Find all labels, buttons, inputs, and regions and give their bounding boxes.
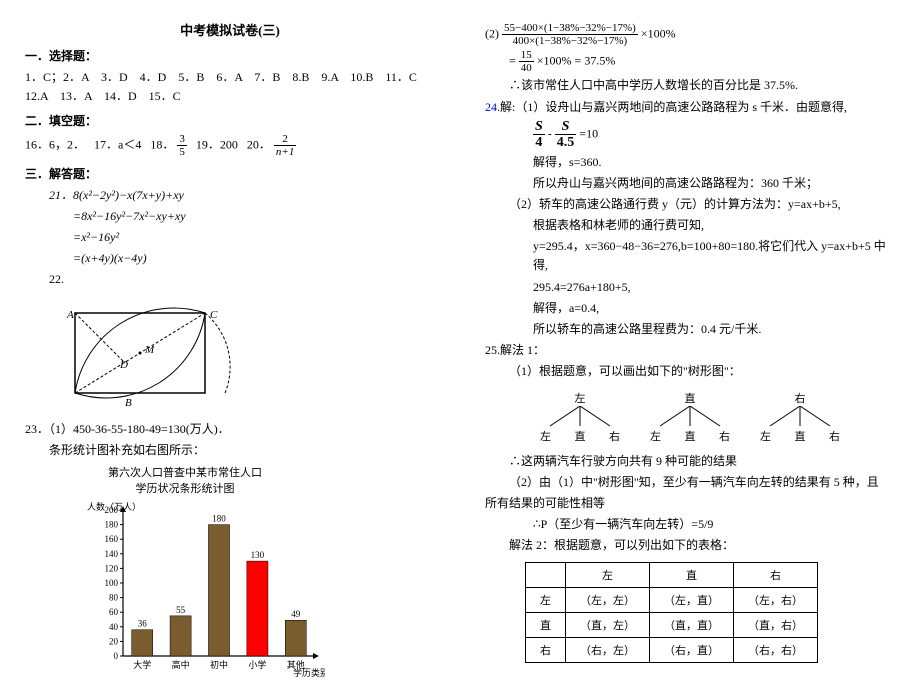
geo-label-b: B [125, 397, 132, 408]
geo-label-d: D [119, 359, 128, 371]
chart-title: 第六次人口普查中某市常住人口 学历状况条形统计图 [85, 464, 285, 496]
tree-2: 直 左 直 右 [650, 390, 730, 444]
svg-text:0: 0 [114, 651, 119, 661]
q24-frac2: S 4.5 [555, 119, 577, 151]
q19: 19．200 [196, 138, 238, 152]
svg-text:55: 55 [176, 605, 186, 615]
q23-line1: 23．（1）450-36-55-180-49=130(万人)． [25, 420, 435, 439]
section1-answers: 1．C；2．A 3．D 4．D 5．B 6．A 7．B 8.B 9.A 10.B… [25, 68, 435, 106]
th-blank [526, 562, 566, 587]
fill-blank-row: 16．6，2． 17．a＜4 18． 3 5 19．200 20． 2 n+1 [25, 133, 435, 158]
q21-line4: =(x+4y)(x−4y) [73, 249, 435, 268]
q23-2-fraction: 55−400×(1−38%−32%−17%) 400×(1−38%−32%−17… [502, 22, 638, 47]
svg-text:40: 40 [109, 622, 119, 632]
svg-text:130: 130 [251, 550, 265, 560]
q24-2d: 295.4=276a+180+5, [533, 278, 895, 297]
th-straight: 直 [650, 562, 734, 587]
table-row: 右 （右，左） （右，直） （右，右） [526, 637, 818, 662]
q24-2e: 解得，a=0.4, [533, 299, 895, 318]
q23-2-eq: = 15 40 ×100% = 37.5% [509, 49, 895, 74]
svg-text:小学: 小学 [248, 659, 266, 670]
q23-2-fraction2: 15 40 [519, 49, 534, 74]
svg-text:160: 160 [105, 534, 119, 544]
table-row: 左 （左，左） （左，直） （左，右） [526, 587, 818, 612]
q25-method2: 解法 2：根据题意，可以列出如下的表格： [509, 536, 895, 555]
left-column: 中考模拟试卷(三) 一．选择题： 1．C；2．A 3．D 4．D 5．B 6．A… [0, 0, 460, 637]
svg-text:大学: 大学 [133, 659, 151, 670]
geo-label-c: C [210, 309, 218, 321]
geometry-figure: A C B D M [65, 298, 435, 412]
svg-text:初中: 初中 [210, 659, 228, 670]
geo-label-m: M [144, 344, 155, 356]
geometry-svg: A C B D M [65, 298, 235, 408]
q23-2-expr: (2) 55−400×(1−38%−32%−17%) 400×(1−38%−32… [485, 22, 895, 47]
q25-line1: （1）根据题意，可以画出如下的"树形图"： [509, 362, 895, 381]
q23-2-conclusion: ∴该市常住人口中高中学历人数增长的百分比是 37.5%. [509, 76, 895, 95]
tree-3: 右 左 直 右 [760, 390, 840, 444]
q24-solve1: 解得，s=360. [533, 153, 895, 172]
q24-lead: 24.解:（1）设舟山与嘉兴两地间的高速公路路程为 s 千米．由题意得, [485, 98, 895, 117]
tree-diagram-row: 左 左 直 右 直 左 直 右 右 [525, 390, 855, 444]
q18-label: 18． [150, 138, 174, 152]
q22-label: 22. [49, 270, 435, 289]
th-left: 左 [566, 562, 650, 587]
q21-line1: 21．8(x²−2y²)−x(7x+y)+xy [49, 186, 435, 205]
q24-2f: 所以轿车的高速公路里程费为：0.4 元/千米. [533, 320, 895, 339]
svg-text:人数（万人）: 人数（万人） [87, 501, 141, 512]
page: 中考模拟试卷(三) 一．选择题： 1．C；2．A 3．D 4．D 5．B 6．A… [0, 0, 920, 637]
svg-text:高中: 高中 [172, 659, 190, 670]
q24-2a: （2）轿车的高速公路通行费 y（元）的计算方法为：y=ax+b+5, [509, 195, 895, 214]
q23-line2: 条形统计图补充如右图所示： [49, 441, 435, 460]
q25-part2-2: 所有结果的可能性相等 [485, 494, 895, 513]
q21-line3: =x²−16y² [73, 228, 435, 247]
svg-text:20: 20 [109, 636, 119, 646]
svg-text:180: 180 [212, 513, 226, 523]
section3-header: 三．解答题： [25, 165, 435, 182]
right-column: (2) 55−400×(1−38%−32%−17%) 400×(1−38%−32… [460, 0, 920, 637]
probability-table: 左 直 右 左 （左，左） （左，直） （左，右） 直 （直，左） （直，直） … [525, 562, 818, 663]
q25-conclusion1: ∴这两辆汽车行驶方向共有 9 种可能的结果 [509, 452, 895, 471]
svg-text:49: 49 [291, 609, 301, 619]
section2-header: 二．填空题： [25, 112, 435, 129]
q25-part2-1: （2）由（1）中"树形图"知，至少有一辆汽车向左转的结果有 5 种，且 [509, 473, 895, 492]
geo-label-a: A [66, 309, 74, 321]
q24-2b: 根据表格和林老师的通行费可知, [533, 216, 895, 235]
paper-title: 中考模拟试卷(三) [25, 20, 435, 39]
q25-prob: ∴P（至少有一辆汽车向左转）=5/9 [533, 515, 895, 534]
q25-header: 25.解法 1： [485, 341, 895, 360]
q24-2c: y=295.4，x=360−48−36=276,b=100+80=180.将它们… [533, 237, 895, 275]
svg-text:120: 120 [105, 563, 119, 573]
q24-eq: S 4 - S 4.5 =10 [533, 119, 895, 151]
q20-fraction: 2 n+1 [274, 133, 296, 158]
svg-text:其他: 其他 [287, 659, 305, 670]
section1-header: 一．选择题： [25, 47, 435, 64]
q16: 16．6，2． [25, 138, 85, 152]
svg-text:100: 100 [105, 578, 119, 588]
q24-frac1: S 4 [533, 119, 545, 151]
svg-text:140: 140 [105, 549, 119, 559]
bar-chart-svg: 020406080100120140160180200人数（万人）学历类别36大… [85, 500, 325, 680]
q24-solve2: 所以舟山与嘉兴两地间的高速公路路程为：360 千米； [533, 174, 895, 193]
svg-text:180: 180 [105, 519, 119, 529]
svg-text:80: 80 [109, 592, 119, 602]
q18-fraction: 3 5 [177, 133, 187, 158]
table-row: 直 （直，左） （直，直） （直，右） [526, 612, 818, 637]
svg-text:36: 36 [138, 619, 148, 629]
tree-1: 左 左 直 右 [540, 390, 620, 444]
th-right: 右 [734, 562, 818, 587]
svg-text:60: 60 [109, 607, 119, 617]
q17: 17．a＜4 [94, 138, 141, 152]
bar-chart: 020406080100120140160180200人数（万人）学历类别36大… [85, 500, 435, 684]
table-header-row: 左 直 右 [526, 562, 818, 587]
q20-label: 20． [247, 138, 271, 152]
q21-line2: =8x²−16y²−7x²−xy+xy [73, 207, 435, 226]
